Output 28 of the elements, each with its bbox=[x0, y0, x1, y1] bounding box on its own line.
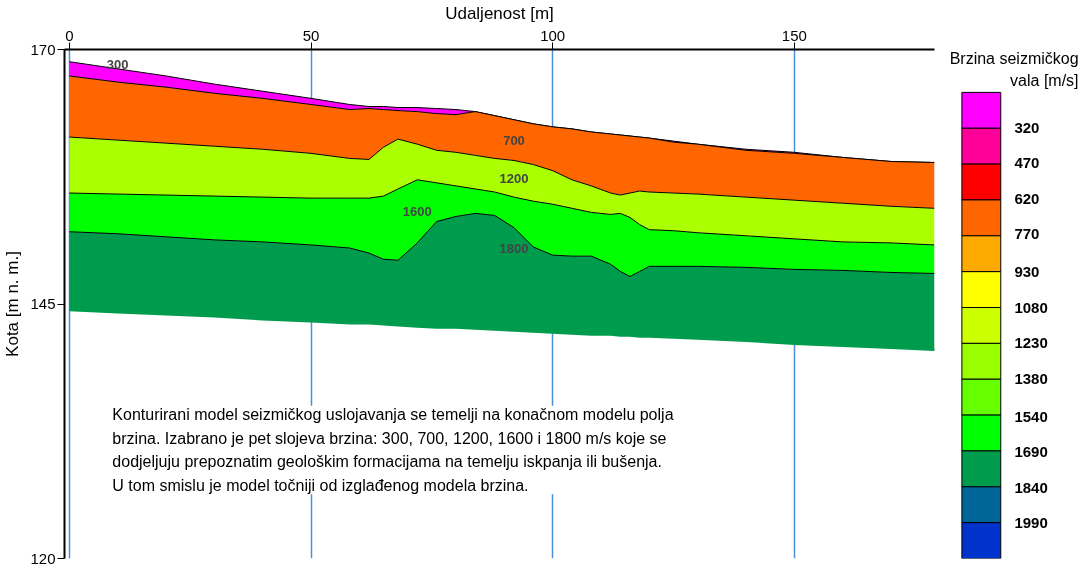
color-bar-label: 1080 bbox=[1014, 298, 1048, 316]
annotation: 1600 bbox=[402, 203, 432, 219]
color-bar-label: 1840 bbox=[1014, 478, 1048, 496]
color-bar-label: 470 bbox=[1014, 154, 1040, 172]
x-tick-label: 100 bbox=[540, 26, 566, 44]
y-axis-title: Kota [m n. m.] bbox=[3, 251, 23, 357]
annotation: 700 bbox=[503, 132, 525, 148]
color-bar-label: 930 bbox=[1014, 263, 1040, 281]
annotation: 1200 bbox=[499, 171, 529, 187]
x-tick-label: 0 bbox=[65, 26, 74, 44]
color-bar-label: 1380 bbox=[1014, 369, 1048, 387]
annotation: 1800 bbox=[499, 240, 529, 256]
y-tick-label: 145 bbox=[30, 295, 56, 312]
x-tick-label: 50 bbox=[302, 26, 320, 44]
color-bar-title: Brzina seizmičkog vala [m/s] bbox=[949, 49, 1079, 89]
color-bar-label: 1990 bbox=[1014, 514, 1048, 532]
color-bar-label: 1540 bbox=[1014, 407, 1048, 425]
color-bar-label: 320 bbox=[1014, 118, 1040, 136]
x-axis-title: Udaljenost [m] bbox=[445, 3, 554, 23]
y-tick-label: 120 bbox=[30, 549, 56, 564]
color-bar-label: 620 bbox=[1014, 189, 1040, 207]
y-tick-label: 170 bbox=[30, 40, 56, 58]
annotation: Konturirani model seizmičkog uslojavanja se temelji na konačnom modelu polja brzina. Izabrano je pet slojeva brzina: 300, 700, 1200, 1600 i 1800 m/s koje se dodjeljuju prepoznatim geološkim formacijama na temelju iskpanja ili bušenja. U tom smislu je model točniji od izglađenog modela brzina. bbox=[112, 405, 674, 495]
color-bar-label: 770 bbox=[1014, 225, 1040, 243]
color-bar-label: 1690 bbox=[1014, 443, 1048, 461]
x-tick-label: 150 bbox=[781, 26, 807, 44]
color-bar-label: 1230 bbox=[1014, 334, 1048, 352]
annotation: 300 bbox=[106, 56, 129, 72]
